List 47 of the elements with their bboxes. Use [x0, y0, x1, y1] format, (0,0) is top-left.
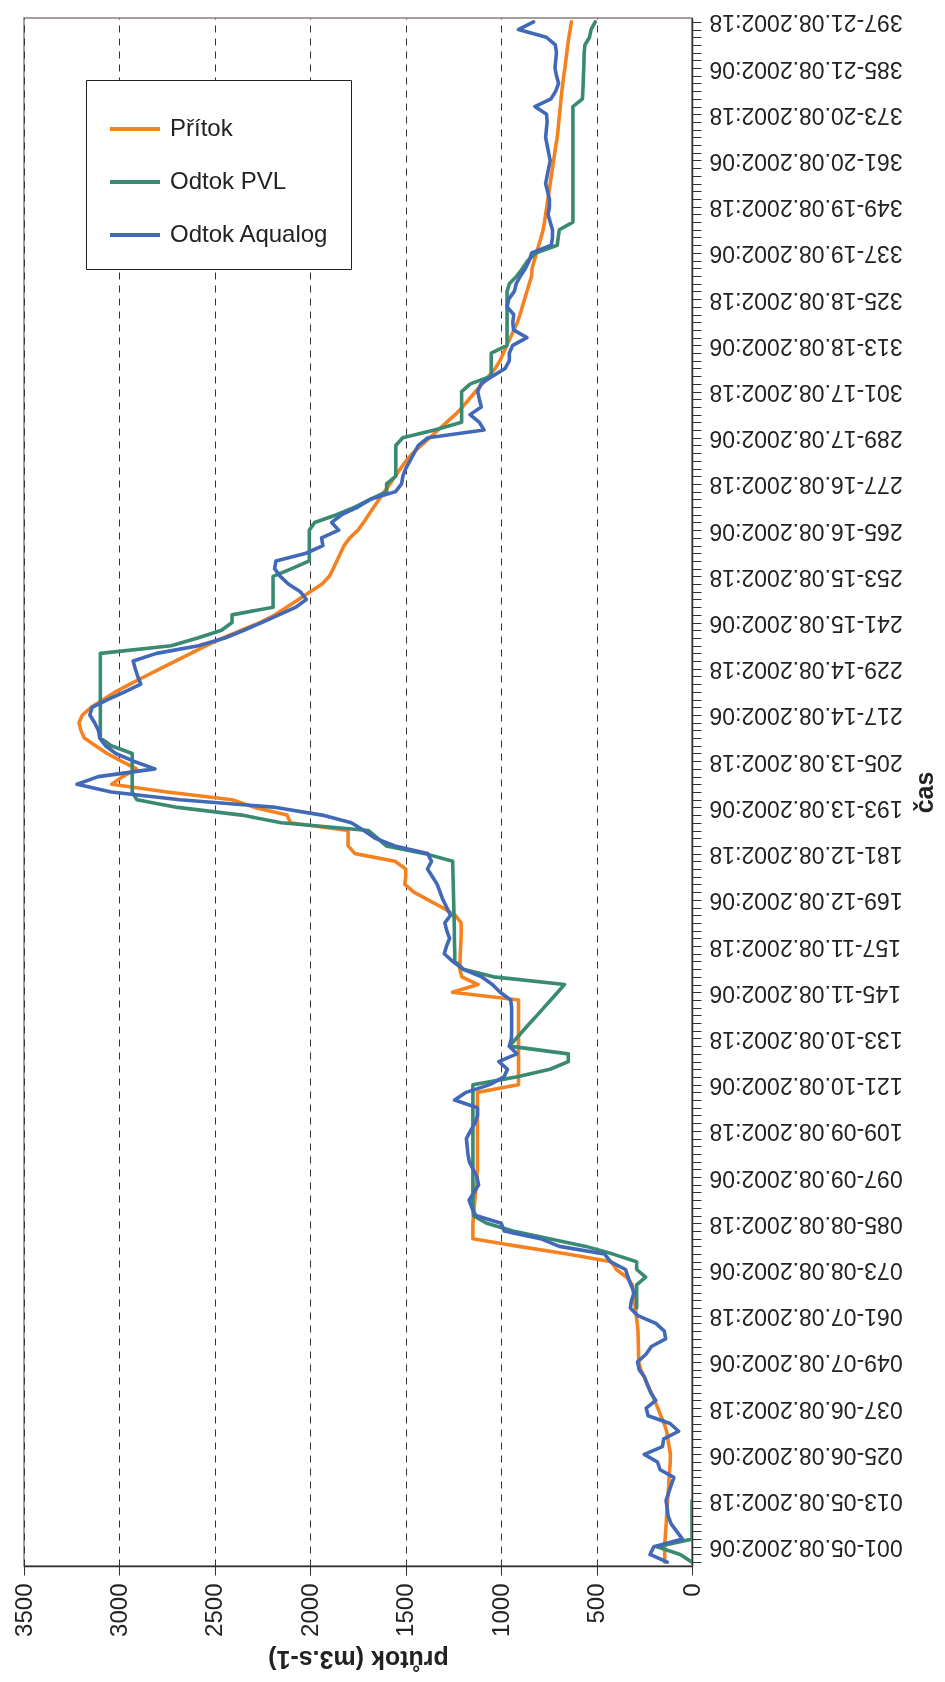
legend-label: Odtok Aqualog — [170, 220, 328, 247]
y-tick-label: 061-07.08.2002:18 — [709, 1304, 903, 1331]
x-tick-label: 1500 — [391, 1583, 419, 1637]
y-tick-label: 229-14.08.2002:18 — [709, 657, 903, 684]
y-tick-label: 349-19.08.2002:18 — [709, 195, 903, 222]
x-axis-title: průtok (m3.s-1) — [268, 1645, 449, 1674]
y-tick-label: 361-20.08.2002:06 — [709, 148, 903, 175]
legend-label: Odtok PVL — [170, 167, 287, 194]
y-tick-label: 373-20.08.2002:18 — [709, 102, 903, 129]
y-tick-label: 325-18.08.2002:18 — [709, 287, 903, 314]
y-tick-label: 145-11.08.2002:06 — [709, 980, 901, 1007]
x-tick-label: 1000 — [486, 1583, 514, 1637]
y-tick-label: 313-18.08.2002:06 — [709, 333, 903, 360]
y-tick-label: 241-15.08.2002:06 — [709, 611, 903, 638]
y-tick-label: 049-07.08.2002:06 — [709, 1350, 903, 1377]
y-tick-label: 037-06.08.2002:18 — [709, 1396, 903, 1423]
x-tick-label: 2500 — [200, 1583, 228, 1637]
y-tick-label: 109-09.08.2002:18 — [709, 1119, 903, 1146]
x-tick-label: 0 — [677, 1583, 705, 1597]
y-tick-label: 337-19.08.2002:06 — [709, 241, 903, 268]
y-tick-label: 385-21.08.2002:06 — [709, 56, 903, 83]
y-tick-label: 181-12.08.2002:18 — [709, 842, 903, 869]
y-tick-label: 193-13.08.2002:06 — [709, 795, 903, 822]
y-tick-label: 253-15.08.2002:18 — [709, 564, 903, 591]
y-axis-title: čas — [909, 771, 938, 814]
y-tick-label: 301-17.08.2002:18 — [709, 380, 903, 407]
y-tick-label: 133-10.08.2002:18 — [709, 1026, 903, 1053]
y-tick-label: 157-11.08.2002:18 — [709, 934, 901, 961]
y-tick-label: 013-05.08.2002:18 — [709, 1489, 903, 1516]
y-tick-label: 121-10.08.2002:06 — [709, 1073, 903, 1100]
y-tick-label: 025-06.08.2002:06 — [709, 1442, 903, 1469]
x-tick-label: 500 — [582, 1583, 610, 1624]
x-tick-label: 3000 — [104, 1583, 132, 1637]
y-tick-label: 205-13.08.2002:18 — [709, 749, 903, 776]
y-tick-label: 169-12.08.2002:06 — [709, 888, 903, 915]
y-tick-label: 397-21.08.2002:18 — [709, 10, 903, 37]
y-tick-label: 265-16.08.2002:06 — [709, 518, 903, 545]
y-tick-label: 097-09.08.2002:06 — [709, 1165, 903, 1192]
x-tick-label: 2000 — [295, 1583, 323, 1637]
legend-label: Přítok — [170, 114, 234, 141]
y-tick-label: 217-14.08.2002:06 — [709, 703, 903, 730]
y-tick-label: 289-17.08.2002:06 — [709, 426, 903, 453]
y-tick-label: 001-05.08.2002:06 — [709, 1535, 903, 1562]
y-tick-label: 277-16.08.2002:18 — [709, 472, 903, 499]
y-tick-label: 085-08.08.2002:18 — [709, 1211, 903, 1238]
x-tick-label: 3500 — [9, 1583, 37, 1637]
y-tick-label: 073-08.08.2002:06 — [709, 1257, 903, 1284]
